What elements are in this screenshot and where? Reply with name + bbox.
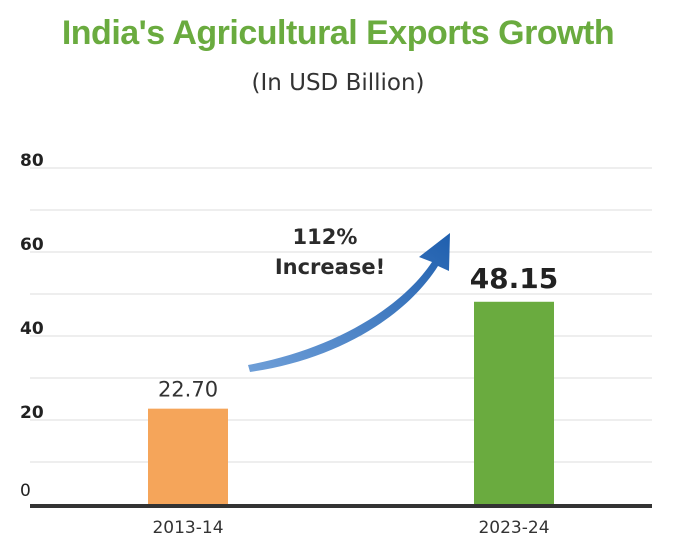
annotation-percent: 112% (293, 225, 358, 249)
bar-2023-24 (474, 301, 554, 504)
value-label: 22.70 (158, 378, 218, 402)
bar-2013-14 (148, 408, 228, 504)
x-tick-label: 2023-24 (478, 518, 549, 538)
value-labels: 22.70 48.15 (158, 262, 558, 402)
bars (148, 301, 554, 504)
increase-arrow-icon (248, 233, 450, 372)
x-tick-label: 2013-14 (152, 518, 223, 538)
y-tick-label: 40 (20, 319, 44, 339)
x-axis-labels: 2013-14 2023-24 (152, 518, 549, 538)
chart-title: India's Agricultural Exports Growth (61, 14, 615, 52)
chart-subtitle: (In USD Billion) (251, 70, 425, 96)
y-tick-label: 20 (20, 403, 44, 423)
y-tick-label: 60 (20, 235, 44, 255)
value-label: 48.15 (470, 262, 559, 295)
y-tick-label: 0 (20, 481, 31, 501)
y-axis-ticks: 0 20 40 60 80 (20, 151, 44, 501)
y-tick-label: 80 (20, 151, 44, 171)
gridlines (30, 167, 652, 463)
annotation-increase: Increase! (275, 255, 385, 279)
